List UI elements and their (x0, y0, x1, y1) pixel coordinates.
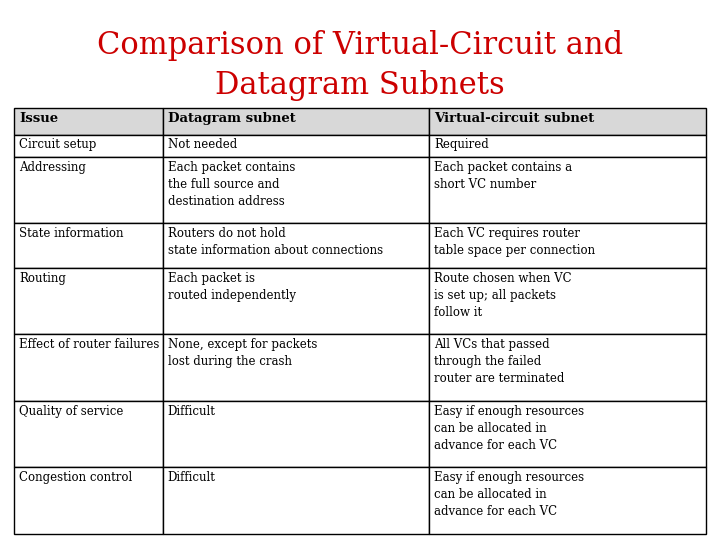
Text: Easy if enough resources
can be allocated in
advance for each VC: Easy if enough resources can be allocate… (434, 471, 585, 518)
Bar (14, 157, 163, 224)
Bar (429, 134, 706, 157)
Text: Each VC requires router
table space per connection: Each VC requires router table space per … (434, 227, 595, 257)
Text: Comparison of Virtual-Circuit and: Comparison of Virtual-Circuit and (97, 30, 623, 61)
Text: Effect of router failures: Effect of router failures (19, 338, 159, 351)
Bar (429, 224, 706, 268)
Bar (163, 401, 429, 468)
Bar (429, 334, 706, 401)
Bar (429, 157, 706, 224)
Bar (14, 108, 163, 134)
Bar (429, 268, 706, 334)
Text: Routers do not hold
state information about connections: Routers do not hold state information ab… (168, 227, 383, 257)
Bar (14, 401, 163, 468)
Text: Issue: Issue (19, 112, 58, 125)
Text: Datagram subnet: Datagram subnet (168, 112, 296, 125)
Bar (429, 108, 706, 134)
Text: Difficult: Difficult (168, 404, 216, 417)
Bar (14, 224, 163, 268)
Bar (14, 334, 163, 401)
Bar (14, 468, 163, 534)
Text: Required: Required (434, 138, 489, 151)
Bar (163, 468, 429, 534)
Text: State information: State information (19, 227, 124, 240)
Text: Not needed: Not needed (168, 138, 237, 151)
Bar (429, 468, 706, 534)
Text: Each packet is
routed independently: Each packet is routed independently (168, 272, 296, 301)
Bar (163, 334, 429, 401)
Text: Quality of service: Quality of service (19, 404, 123, 417)
Text: Virtual-circuit subnet: Virtual-circuit subnet (434, 112, 595, 125)
Text: None, except for packets
lost during the crash: None, except for packets lost during the… (168, 338, 318, 368)
Text: Routing: Routing (19, 272, 66, 285)
Bar (163, 268, 429, 334)
Bar (163, 157, 429, 224)
Bar (429, 401, 706, 468)
Bar (163, 108, 429, 134)
Bar (163, 134, 429, 157)
Bar (14, 268, 163, 334)
Bar (14, 134, 163, 157)
Text: Each packet contains
the full source and
destination address: Each packet contains the full source and… (168, 160, 295, 207)
Text: Datagram Subnets: Datagram Subnets (215, 70, 505, 101)
Bar (163, 224, 429, 268)
Text: Circuit setup: Circuit setup (19, 138, 96, 151)
Text: All VCs that passed
through the failed
router are terminated: All VCs that passed through the failed r… (434, 338, 564, 385)
Text: Difficult: Difficult (168, 471, 216, 484)
Text: Easy if enough resources
can be allocated in
advance for each VC: Easy if enough resources can be allocate… (434, 404, 585, 451)
Text: Each packet contains a
short VC number: Each packet contains a short VC number (434, 160, 572, 191)
Text: Route chosen when VC
is set up; all packets
follow it: Route chosen when VC is set up; all pack… (434, 272, 572, 319)
Text: Congestion control: Congestion control (19, 471, 132, 484)
Text: Addressing: Addressing (19, 160, 86, 173)
